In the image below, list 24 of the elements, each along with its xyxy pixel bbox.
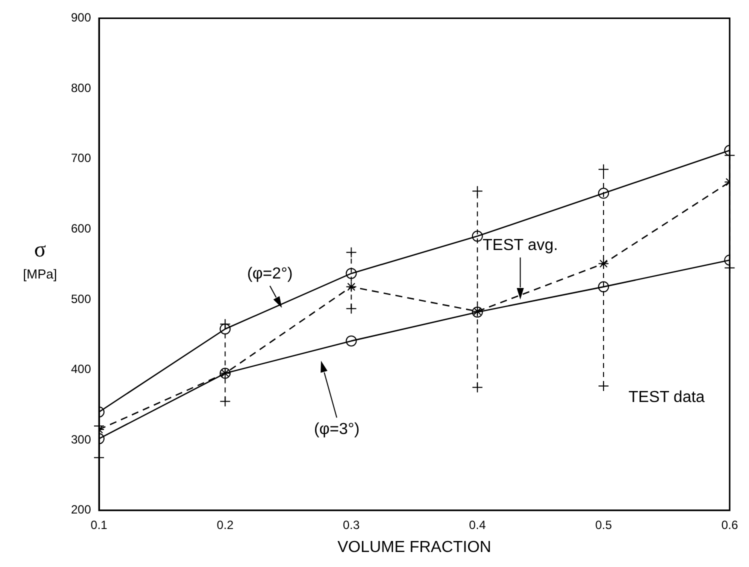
x-tick-label: 0.4	[469, 518, 486, 532]
annotation: (φ=3°)	[314, 421, 360, 438]
x-tick-label: 0.3	[342, 518, 360, 532]
x-tick-label: 0.2	[216, 518, 234, 532]
x-tick-label: 0.1	[90, 518, 108, 532]
x-axis-title: VOLUME FRACTION	[337, 538, 492, 556]
point	[472, 230, 483, 242]
point	[346, 335, 357, 346]
point	[346, 268, 357, 279]
annotation: TEST data	[628, 389, 705, 406]
y-tick-label: 600	[70, 221, 92, 236]
y-tick-label: 900	[70, 10, 92, 25]
x-tick-label: 0.6	[721, 518, 738, 532]
y-axis-title: σ [MPa]	[23, 236, 57, 282]
y-tick-label: 400	[70, 362, 92, 376]
y-tick-label: 300	[70, 432, 92, 446]
y-tick-label: 500	[70, 292, 92, 306]
y-tick-label: 800	[70, 80, 92, 95]
y-tick-label: 700	[70, 151, 92, 166]
point	[346, 281, 357, 292]
y-tick-label: 200	[70, 502, 92, 517]
annotation: (φ=2°)	[247, 265, 293, 282]
x-tick-label: 0.5	[595, 518, 612, 532]
annotation: TEST avg.	[482, 236, 558, 254]
